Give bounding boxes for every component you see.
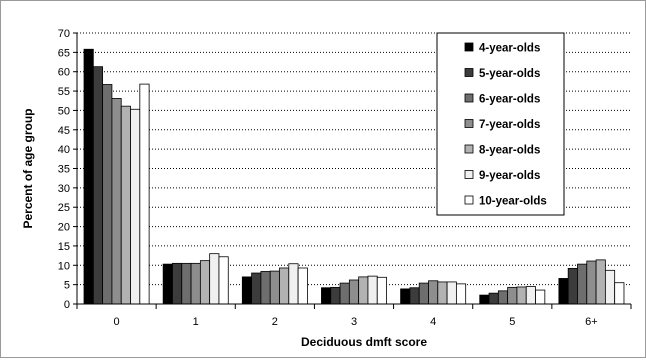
bar-4-year-olds-4	[400, 288, 411, 305]
bar-6-year-olds-4	[418, 282, 429, 305]
x-tick-labels: 0 1 2 3 4 5 6+	[114, 316, 598, 328]
bar-10-year-olds-4	[455, 283, 467, 305]
y-tick-label: 15	[58, 241, 70, 253]
bar-6-year-olds-0	[102, 84, 113, 305]
bar-4-year-olds-3	[321, 287, 332, 305]
legend-label: 8-year-olds	[479, 145, 540, 157]
x-tick-label: 6+	[585, 316, 598, 328]
bar-9-year-olds-1	[209, 253, 220, 305]
y-tick-label: 35	[58, 164, 70, 176]
legend-swatch	[464, 68, 474, 77]
legend-label: 5-year-olds	[479, 68, 540, 80]
bar-7-year-olds-1	[190, 262, 201, 305]
legend-label: 7-year-olds	[479, 119, 540, 131]
bar-6-year-olds-6plus	[577, 263, 588, 305]
bar-10-year-olds-5	[535, 289, 546, 305]
bar-10-year-olds-0	[139, 83, 150, 305]
x-tick-label: 4	[430, 316, 436, 328]
bar-7-year-olds-4	[428, 280, 439, 305]
bar-10-year-olds-6plus	[614, 282, 625, 305]
bar-9-year-olds-6plus	[604, 269, 616, 305]
y-axis-title: Percent of age group	[21, 108, 35, 228]
bar-8-year-olds-6plus	[595, 259, 606, 305]
legend-swatch	[464, 93, 474, 103]
y-tick-label: 20	[58, 222, 70, 234]
y-tick-label: 30	[58, 183, 70, 195]
x-tick-label: 1	[193, 316, 199, 328]
bar-5-year-olds-0	[92, 66, 104, 305]
bar-5-year-olds-5	[488, 292, 499, 305]
bar-9-year-olds-0	[130, 108, 141, 305]
legend-label: 6-year-olds	[479, 94, 540, 106]
legend-swatch	[464, 195, 474, 205]
bar-7-year-olds-3	[348, 279, 360, 305]
y-tick-labels: 0 5 10 15 20 25 30 35 40 45 50 55 60 65 70	[58, 28, 70, 311]
bar-8-year-olds-1	[199, 260, 211, 305]
bar-8-year-olds-2	[279, 267, 290, 305]
bar-4-year-olds-2	[241, 276, 253, 305]
bar-5-year-olds-2	[251, 272, 262, 305]
x-tick-label: 5	[509, 316, 515, 328]
legend-label: 9-year-olds	[479, 170, 540, 182]
bar-8-year-olds-4	[437, 281, 448, 305]
bar-8-year-olds-5	[516, 286, 527, 305]
axes	[76, 33, 632, 309]
bar-5-year-olds-4	[409, 287, 420, 305]
legend-swatch	[464, 170, 474, 179]
legend-swatch	[464, 42, 474, 52]
y-tick-label: 40	[58, 144, 70, 156]
y-tick-label: 10	[58, 260, 70, 272]
legend: 4-year-olds 5-year-olds 6-year-olds 7-year-…	[436, 32, 565, 216]
y-tick-label: 45	[58, 125, 70, 137]
bar-10-year-olds-1	[218, 256, 229, 305]
bar-9-year-olds-4	[446, 281, 457, 305]
bar-7-year-olds-5	[507, 286, 518, 305]
y-tick-label: 0	[64, 299, 70, 311]
y-tick-label: 60	[58, 67, 70, 79]
y-tick-label: 70	[58, 28, 70, 40]
bar-7-year-olds-0	[111, 98, 122, 305]
bar-4-year-olds-5	[479, 294, 490, 305]
legend-label: 10-year-olds	[479, 196, 547, 208]
legend-swatch	[464, 119, 474, 128]
bar-8-year-olds-0	[120, 105, 131, 305]
bar-9-year-olds-5	[525, 286, 536, 305]
bar-7-year-olds-6plus	[586, 260, 597, 305]
legend-box	[436, 32, 565, 216]
bar-6-year-olds-3	[339, 282, 350, 305]
y-tick-label: 55	[58, 86, 70, 98]
bar-4-year-olds-0	[83, 48, 94, 305]
x-tick-label: 0	[114, 316, 120, 328]
bar-6-year-olds-1	[181, 262, 192, 305]
y-tick-label: 50	[58, 105, 70, 117]
x-tick-label: 3	[351, 316, 357, 328]
bar-4-year-olds-1	[162, 263, 173, 305]
legend-swatch	[464, 144, 474, 154]
bar-10-year-olds-2	[297, 267, 308, 305]
bar-7-year-olds-2	[269, 270, 280, 305]
legend-label: 4-year-olds	[479, 43, 540, 55]
bar-10-year-olds-3	[376, 276, 387, 305]
bar-9-year-olds-3	[367, 275, 378, 305]
y-tick-label: 5	[64, 280, 70, 292]
y-tick-label: 65	[58, 47, 70, 59]
bar-8-year-olds-3	[358, 276, 369, 305]
bar-9-year-olds-2	[288, 263, 299, 305]
bar-5-year-olds-3	[330, 286, 341, 305]
y-tick-label: 25	[58, 202, 70, 214]
bar-6-year-olds-5	[497, 290, 509, 305]
bar-5-year-olds-1	[172, 262, 183, 305]
x-axis-title: Deciduous dmft score	[301, 335, 427, 349]
bar-5-year-olds-6plus	[567, 267, 578, 305]
x-tick-label: 2	[272, 316, 278, 328]
bar-4-year-olds-6plus	[558, 278, 569, 305]
bar-6-year-olds-2	[260, 271, 271, 305]
